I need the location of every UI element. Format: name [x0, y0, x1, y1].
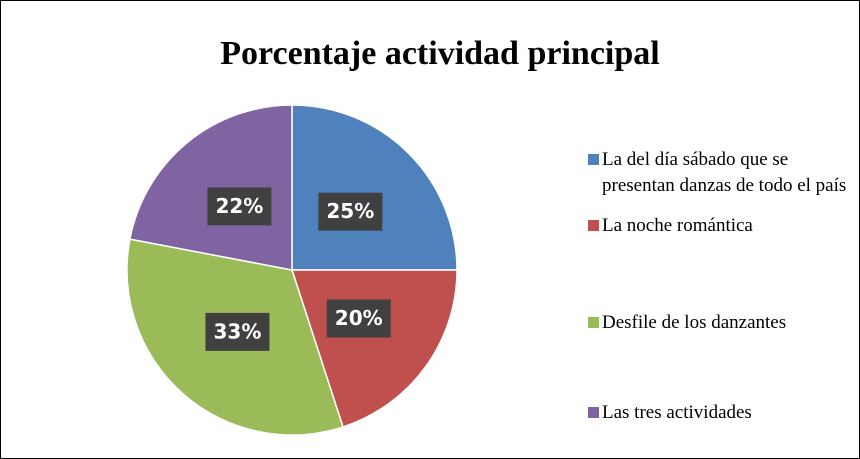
legend-label: La del día sábado que se presentan danza… [602, 149, 847, 196]
data-label-box [205, 312, 270, 351]
legend-label: La noche romántica [602, 215, 753, 236]
data-label: 20% [335, 306, 383, 330]
legend-label: Desfile de los danzantes [602, 312, 787, 333]
chart-title: Porcentaje actividad principal [220, 35, 659, 72]
legend-item: Las tres actividades [588, 400, 850, 426]
data-label-box [326, 299, 391, 338]
legend-item: La noche romántica [588, 213, 850, 239]
legend-swatch [588, 154, 599, 165]
legend-swatch [588, 220, 599, 231]
legend-swatch [588, 317, 599, 328]
legend-swatch [588, 407, 599, 418]
data-label: 22% [215, 194, 263, 218]
legend-item: La del día sábado que se presentan danza… [588, 147, 850, 199]
legend-item: Desfile de los danzantes [588, 310, 850, 336]
data-label: 25% [326, 199, 374, 223]
legend-label: Las tres actividades [602, 402, 752, 423]
data-label-box [318, 192, 383, 231]
data-label: 33% [214, 319, 262, 343]
data-label-box [207, 187, 272, 226]
